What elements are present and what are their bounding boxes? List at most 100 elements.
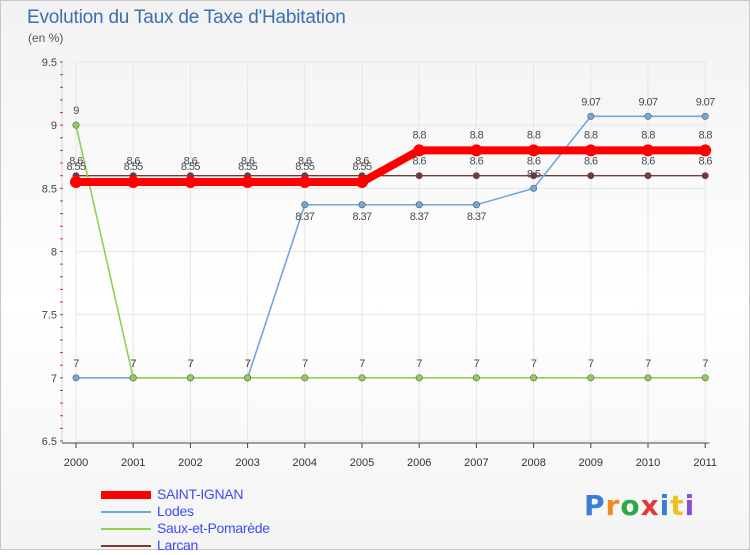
data-label: 8.37: [295, 211, 314, 223]
data-point: [70, 176, 82, 189]
data-label: 8.8: [641, 129, 655, 141]
data-point: [184, 176, 197, 189]
data-point: [644, 374, 652, 382]
grid-layer: [75, 61, 706, 442]
data-label: 9: [73, 105, 79, 117]
data-label: 8.8: [698, 129, 712, 141]
data-label: 8.55: [238, 161, 257, 173]
legend-swatch: [101, 511, 151, 513]
data-point: [699, 144, 712, 157]
x-tick-label: 2005: [350, 457, 374, 469]
data-label: 7: [645, 358, 651, 370]
data-label: 8.6: [641, 156, 655, 168]
x-tick-label: 2006: [407, 457, 431, 469]
data-point: [584, 144, 597, 157]
axes-layer: 6.5 7 7.5 8 8.5 9 9.5 2000 2001 2002 2003 2004 2005 2…: [42, 57, 717, 469]
data-label: 8.55: [124, 161, 143, 173]
y-tick-label: 9: [51, 120, 57, 132]
data-label: 8.5: [527, 168, 541, 180]
data-point: [470, 144, 483, 157]
data-point: [527, 144, 540, 157]
chart-subtitle: (en %): [28, 31, 64, 45]
series-layer: [70, 112, 712, 382]
data-label: 7: [302, 358, 308, 370]
y-tick-label: 8.5: [42, 183, 57, 195]
chart-title: Evolution du Taux de Taxe d'Habitation: [27, 7, 346, 28]
data-label: 8.6: [241, 156, 255, 168]
legend-label: Saux-et-Pomarède: [157, 520, 270, 536]
data-point: [472, 172, 480, 180]
data-point: [701, 172, 709, 180]
data-point: [701, 374, 709, 382]
data-label: 7: [588, 358, 594, 370]
data-point: [642, 144, 654, 157]
legend-label: Larcan: [157, 537, 199, 553]
data-point: [241, 176, 254, 189]
logo-letter: i: [659, 489, 671, 522]
legend-swatch: [101, 545, 151, 547]
data-point: [413, 144, 426, 157]
x-tick-label: 2001: [121, 457, 145, 469]
data-label: 7: [73, 358, 79, 370]
y-tick-label: 8: [51, 247, 57, 259]
data-point: [72, 121, 80, 129]
data-point: [301, 374, 309, 382]
data-label: 7: [188, 358, 194, 370]
data-point: [587, 112, 595, 120]
data-label: 7: [531, 358, 537, 370]
x-tick-label: 2008: [521, 457, 545, 469]
data-label: 8.8: [412, 129, 426, 141]
data-point: [644, 172, 652, 180]
data-label: 9.07: [638, 96, 657, 108]
logo-letter: r: [605, 489, 621, 522]
data-label: 7: [130, 358, 136, 370]
x-tick-label: 2002: [178, 457, 202, 469]
data-label: 8.6: [126, 156, 140, 168]
data-point: [358, 201, 366, 209]
series-line-Lodes: [76, 115, 706, 379]
x-tick-label: 2004: [293, 457, 317, 469]
data-point: [415, 374, 423, 382]
data-point: [358, 374, 366, 382]
x-tick-label: 2011: [693, 457, 717, 469]
data-label: 8.8: [584, 129, 598, 141]
data-label: 8.8: [527, 129, 541, 141]
data-label: 9.07: [581, 96, 600, 108]
data-label: 8.37: [467, 211, 486, 223]
logo-letter: x: [640, 489, 660, 522]
data-point: [472, 201, 480, 209]
y-tick-label: 7.5: [42, 310, 57, 322]
data-label: 8.6: [184, 156, 198, 168]
y-tick-label: 7: [51, 373, 57, 385]
data-label: 8.6: [584, 156, 598, 168]
data-label: 7: [188, 358, 194, 370]
series-line-Saux-et-Pomarède: [75, 124, 706, 379]
data-label: 7: [130, 358, 136, 370]
logo-letter: P: [584, 489, 606, 522]
data-point: [587, 374, 595, 382]
data-point: [472, 374, 480, 382]
data-label: 8.6: [698, 156, 712, 168]
legend-label: SAINT-IGNAN: [157, 486, 244, 502]
data-point: [530, 184, 538, 192]
logo-letter: o: [620, 489, 641, 522]
data-label: 8.55: [66, 161, 85, 173]
data-label: 7: [245, 358, 251, 370]
data-label: 8.37: [410, 211, 429, 223]
data-label: 8.6: [355, 156, 369, 168]
logo-letter: i: [684, 489, 696, 522]
legend-swatch: [101, 491, 151, 499]
x-tick-label: 2000: [64, 457, 88, 469]
data-label: 7: [245, 358, 251, 370]
x-tick-label: 2007: [464, 457, 488, 469]
y-tick-label: 6.5: [42, 436, 57, 448]
proxiti-logo: Proxiti: [584, 489, 695, 522]
data-label: 8.55: [181, 161, 200, 173]
data-labels-layer: 8.6 8.6 8.6 8.6 8.6 8.6 8.6 8.6 8.6 8.6 8.6 8.68.55…: [66, 96, 715, 370]
data-point: [415, 201, 423, 209]
data-label: 9.07: [696, 96, 715, 108]
data-point: [301, 201, 309, 209]
logo-letter: t: [670, 489, 685, 522]
